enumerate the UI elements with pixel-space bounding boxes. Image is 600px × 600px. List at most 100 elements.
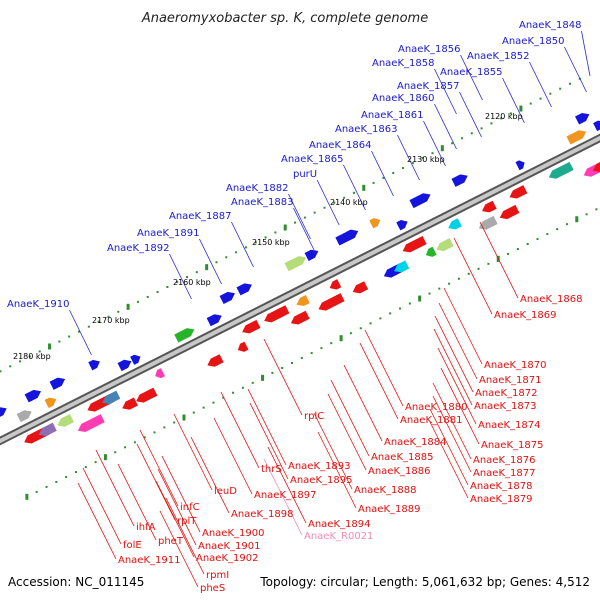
gene-arrow <box>16 410 32 423</box>
gene-label[interactable]: AnaeK_1875 <box>481 440 543 451</box>
gene-label[interactable]: AnaeK_1879 <box>470 494 532 505</box>
gene-label[interactable]: AnaeK_1869 <box>494 310 556 321</box>
scale-tick <box>389 312 392 315</box>
gene-label[interactable]: AnaeK_1884 <box>384 437 446 448</box>
gene-label[interactable]: AnaeK_1856 <box>398 44 460 55</box>
gene-label[interactable]: AnaeK_1865 <box>281 154 343 165</box>
gene-arrow <box>548 161 574 179</box>
gene-arrow <box>237 341 249 352</box>
gene-arrow <box>346 229 357 241</box>
scale-tick <box>300 357 303 360</box>
gene-label[interactable]: AnaeK_1887 <box>169 211 231 222</box>
gene-label[interactable]: AnaeK_1883 <box>231 197 293 208</box>
scale-tick <box>536 238 539 241</box>
gene-arrow <box>394 260 410 273</box>
gene-label[interactable]: AnaeK_1857 <box>397 81 459 92</box>
gene-label[interactable]: rplT <box>177 516 197 527</box>
gene-label[interactable]: AnaeK_1871 <box>479 375 541 386</box>
gene-label[interactable]: AnaeK_1868 <box>520 294 582 305</box>
gene-arrow <box>425 246 437 257</box>
gene-label[interactable]: AnaeK_1910 <box>7 299 69 310</box>
label-leader-line <box>155 480 195 558</box>
gene-label[interactable]: rplC <box>304 411 324 422</box>
gene-shape <box>394 260 410 273</box>
scale-tick <box>222 396 225 399</box>
gene-shape <box>575 112 590 125</box>
gene-label[interactable]: AnaeK_1881 <box>400 415 462 426</box>
gene-arrow <box>102 390 121 405</box>
gene-label[interactable]: AnaeK_1898 <box>231 509 293 520</box>
gene-label[interactable]: leuD <box>214 486 237 497</box>
gene-label[interactable]: AnaeK_1889 <box>358 504 420 515</box>
gene-label[interactable]: infC <box>180 502 200 513</box>
gene-label[interactable]: AnaeK_1897 <box>254 490 316 501</box>
gene-label[interactable]: AnaeK_1880 <box>405 402 467 413</box>
gene-label[interactable]: AnaeK_1874 <box>478 420 540 431</box>
gene-label[interactable]: AnaeK_1858 <box>372 58 434 69</box>
label-leader-line <box>502 77 525 124</box>
gene-label[interactable]: thrS <box>261 464 282 475</box>
gene-arrow <box>77 414 105 433</box>
gene-arrow <box>88 359 100 371</box>
scale-tick <box>117 310 120 313</box>
label-leader-line <box>169 253 192 300</box>
gene-label[interactable]: AnaeK_1892 <box>107 243 169 254</box>
gene-label[interactable]: AnaeK_1863 <box>335 124 397 135</box>
gene-label[interactable]: AnaeK_1895 <box>290 475 352 486</box>
scale-tick <box>575 216 579 223</box>
scale-tick <box>153 431 156 434</box>
gene-label[interactable]: AnaeK_1900 <box>202 528 264 539</box>
gene-shape <box>335 229 359 246</box>
scale-tick <box>516 247 519 250</box>
label-leader-line <box>437 347 477 425</box>
gene-label[interactable]: AnaeK_1878 <box>470 481 532 492</box>
scale-tick <box>369 322 372 325</box>
scale-tick <box>529 102 532 105</box>
gene-label[interactable]: AnaeK_1901 <box>198 541 260 552</box>
label-leader-line <box>82 467 122 545</box>
gene-label[interactable]: AnaeK_1876 <box>473 455 535 466</box>
gene-label[interactable]: ihfA <box>136 522 156 533</box>
gene-label[interactable]: AnaeK_1885 <box>371 452 433 463</box>
gene-label[interactable]: AnaeK_1864 <box>309 140 371 151</box>
gene-label[interactable]: AnaeK_1855 <box>440 67 502 78</box>
gene-shape <box>44 397 57 409</box>
gene-label[interactable]: AnaeK_1893 <box>288 461 350 472</box>
gene-label[interactable]: AnaeK_1891 <box>137 228 199 239</box>
scale-tick <box>372 181 375 184</box>
gene-label[interactable]: AnaeK_1848 <box>519 20 581 31</box>
gene-label[interactable]: AnaeK_1872 <box>475 388 537 399</box>
gene-label[interactable]: AnaeK_1873 <box>474 401 536 412</box>
label-leader-line <box>438 302 478 380</box>
gene-shape <box>593 120 600 132</box>
gene-arrow <box>44 397 57 409</box>
gene-label[interactable]: AnaeK_1911 <box>118 555 180 566</box>
gene-label[interactable]: rpmI <box>206 570 229 581</box>
gene-label[interactable]: AnaeK_1850 <box>502 36 564 47</box>
scale-tick <box>103 454 107 461</box>
gene-label[interactable]: AnaeK_1902 <box>196 553 258 564</box>
gene-label[interactable]: AnaeK_1860 <box>372 93 434 104</box>
scale-label: 2140 kbp <box>330 198 368 207</box>
gene-shape <box>548 161 574 179</box>
gene-label[interactable]: purU <box>293 169 317 180</box>
gene-shape <box>102 390 121 405</box>
gene-shape <box>207 354 224 367</box>
scale-tick <box>568 82 571 85</box>
gene-label[interactable]: AnaeK_1882 <box>226 183 288 194</box>
gene-label[interactable]: folE <box>123 540 142 551</box>
rna-gene-label[interactable]: AnaeK_R0021 <box>304 531 373 542</box>
gene-label[interactable]: AnaeK_1861 <box>361 110 423 121</box>
gene-label[interactable]: AnaeK_1852 <box>467 51 529 62</box>
gene-label[interactable]: AnaeK_1894 <box>308 519 370 530</box>
gene-label[interactable]: pheT <box>158 536 184 547</box>
gene-label[interactable]: AnaeK_1877 <box>473 468 535 479</box>
gene-arrow <box>575 112 590 125</box>
scale-tick <box>585 213 588 216</box>
gene-label[interactable]: AnaeK_1870 <box>484 360 546 371</box>
gene-label[interactable]: AnaeK_1888 <box>354 485 416 496</box>
gene-label[interactable]: pheS <box>200 583 225 594</box>
gene-label[interactable]: AnaeK_1886 <box>368 466 430 477</box>
label-leader-line <box>443 287 483 365</box>
